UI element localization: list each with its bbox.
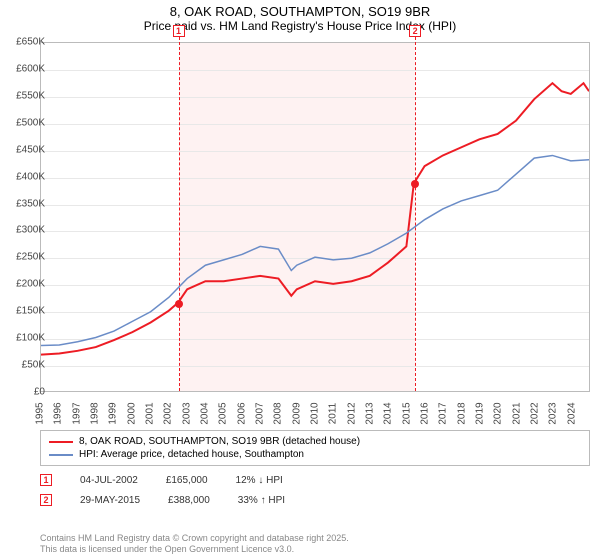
sale-info-date-1: 04-JUL-2002	[80, 475, 138, 486]
sale-info-pct-2: 33% HPI	[238, 495, 285, 506]
series-hpi	[41, 155, 589, 345]
x-axis-label: 2024	[566, 402, 577, 424]
x-axis-label: 2013	[365, 402, 376, 424]
sale-info-price-2: £388,000	[168, 495, 210, 506]
y-axis-label: £500K	[5, 117, 45, 128]
sale-dot-1	[175, 300, 183, 308]
x-axis-label: 1996	[53, 402, 64, 424]
x-axis-label: 2022	[530, 402, 541, 424]
x-axis-label: 2004	[200, 402, 211, 424]
copyright-line1: Contains HM Land Registry data © Crown c…	[40, 533, 349, 545]
y-axis-label: £450K	[5, 144, 45, 155]
legend: 8, OAK ROAD, SOUTHAMPTON, SO19 9BR (deta…	[40, 430, 590, 466]
sale-dot-2	[411, 180, 419, 188]
sale-info-date-2: 29-MAY-2015	[80, 495, 140, 506]
x-axis-label: 2014	[383, 402, 394, 424]
x-axis-label: 1995	[35, 402, 46, 424]
x-axis-label: 2018	[456, 402, 467, 424]
y-axis-label: £400K	[5, 171, 45, 182]
y-axis-label: £550K	[5, 90, 45, 101]
chart-plot-area: 1 2	[40, 42, 590, 392]
y-axis-label: £650K	[5, 37, 45, 48]
arrow-down-icon	[258, 475, 263, 486]
x-axis-label: 2009	[291, 402, 302, 424]
series-price_paid	[41, 83, 589, 354]
y-axis-label: £300K	[5, 225, 45, 236]
legend-label-price-paid: 8, OAK ROAD, SOUTHAMPTON, SO19 9BR (deta…	[79, 436, 360, 447]
arrow-up-icon	[261, 495, 266, 506]
copyright-line2: This data is licensed under the Open Gov…	[40, 544, 349, 556]
x-axis-label: 2012	[346, 402, 357, 424]
x-axis-label: 2008	[273, 402, 284, 424]
sale-info-price-1: £165,000	[166, 475, 208, 486]
legend-row-hpi: HPI: Average price, detached house, Sout…	[49, 448, 581, 461]
x-axis-label: 2003	[181, 402, 192, 424]
x-axis-label: 2015	[401, 402, 412, 424]
x-axis-label: 2001	[145, 402, 156, 424]
chart-title-line2: Price paid vs. HM Land Registry's House …	[0, 19, 600, 39]
sale-marker-box-2: 2	[409, 25, 421, 37]
x-axis-label: 2017	[438, 402, 449, 424]
sale-info-pct-1: 12% HPI	[236, 475, 283, 486]
y-axis-label: £250K	[5, 252, 45, 263]
x-axis-label: 2006	[236, 402, 247, 424]
legend-swatch-price-paid	[49, 441, 73, 443]
x-axis-label: 2007	[255, 402, 266, 424]
x-axis-label: 2011	[328, 403, 339, 425]
x-axis-label: 2005	[218, 402, 229, 424]
chart-lines-svg	[41, 43, 589, 391]
x-axis-label: 2023	[548, 402, 559, 424]
y-axis-label: £350K	[5, 198, 45, 209]
chart-title-line1: 8, OAK ROAD, SOUTHAMPTON, SO19 9BR	[0, 0, 600, 19]
legend-label-hpi: HPI: Average price, detached house, Sout…	[79, 449, 304, 460]
y-axis-label: £600K	[5, 63, 45, 74]
x-axis-label: 1998	[90, 402, 101, 424]
y-axis-label: £150K	[5, 306, 45, 317]
legend-swatch-hpi	[49, 454, 73, 456]
x-axis-label: 2010	[310, 402, 321, 424]
x-axis-label: 2021	[511, 402, 522, 424]
sale-marker-box-1: 1	[173, 25, 185, 37]
copyright-notice: Contains HM Land Registry data © Crown c…	[40, 533, 349, 556]
y-axis-label: £100K	[5, 333, 45, 344]
sale-info-row-2: 2 29-MAY-2015 £388,000 33% HPI	[40, 494, 590, 506]
x-axis-label: 2019	[475, 402, 486, 424]
sale-info-marker-1: 1	[40, 474, 52, 486]
x-axis-label: 1999	[108, 402, 119, 424]
sale-info-marker-2: 2	[40, 494, 52, 506]
legend-row-price-paid: 8, OAK ROAD, SOUTHAMPTON, SO19 9BR (deta…	[49, 435, 581, 448]
x-axis-label: 2000	[126, 402, 137, 424]
sale-info-row-1: 1 04-JUL-2002 £165,000 12% HPI	[40, 474, 590, 486]
x-axis-label: 2020	[493, 402, 504, 424]
x-axis-label: 1997	[71, 402, 82, 424]
x-axis-label: 2002	[163, 402, 174, 424]
x-axis-label: 2016	[420, 402, 431, 424]
y-axis-label: £0	[5, 387, 45, 398]
y-axis-label: £50K	[5, 360, 45, 371]
y-axis-label: £200K	[5, 279, 45, 290]
